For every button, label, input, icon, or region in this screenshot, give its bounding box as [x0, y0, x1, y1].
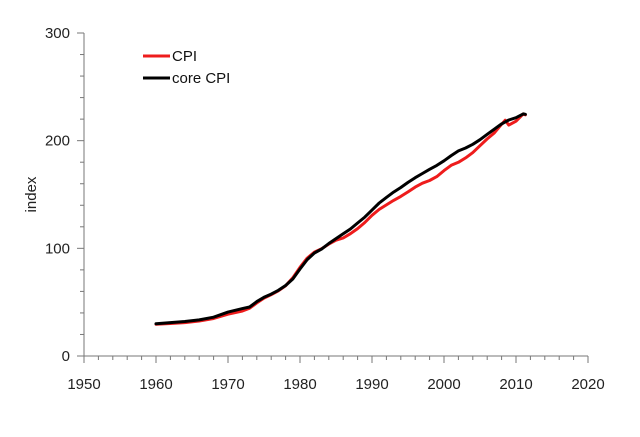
- series-layer: [154, 112, 527, 326]
- x-tick-label: 1990: [355, 376, 388, 393]
- series-line-core-cpi: [154, 112, 527, 326]
- x-tick-label: 1960: [139, 376, 172, 393]
- y-tick-label: 200: [45, 133, 70, 150]
- y-tick-label: 100: [45, 240, 70, 257]
- axes: 1950 1960 1970 1980 1990 2000 2010 2020 0 100 200 3…: [23, 25, 605, 393]
- x-tick-label: 2020: [571, 376, 604, 393]
- x-tick-label: 2000: [427, 376, 460, 393]
- legend-label: CPI: [172, 48, 197, 65]
- x-tick-label: 1970: [211, 376, 244, 393]
- y-axis-label: index: [23, 176, 40, 212]
- x-tick-label: 2010: [499, 376, 532, 393]
- y-tick-label: 0: [62, 348, 70, 365]
- x-tick-label: 1980: [283, 376, 316, 393]
- x-tick-label: 1950: [67, 376, 100, 393]
- legend-label: core CPI: [172, 70, 230, 87]
- y-tick-label: 300: [45, 25, 70, 42]
- legend: CPI core CPI: [143, 48, 230, 87]
